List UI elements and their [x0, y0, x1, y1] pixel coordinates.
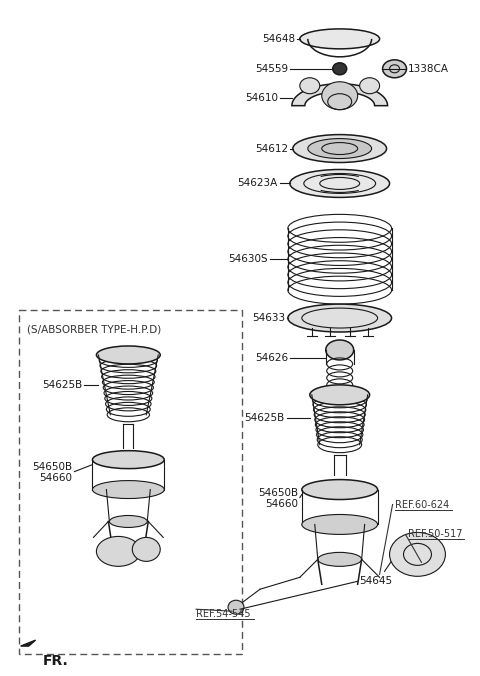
- Ellipse shape: [300, 29, 380, 49]
- Text: REF.60-624: REF.60-624: [395, 500, 449, 510]
- Ellipse shape: [302, 479, 378, 500]
- Text: 54612: 54612: [255, 143, 288, 153]
- Text: FR.: FR.: [43, 654, 68, 668]
- Text: REF.50-517: REF.50-517: [408, 529, 462, 539]
- Ellipse shape: [302, 514, 378, 535]
- Text: 54650B: 54650B: [32, 462, 72, 472]
- Text: 54633: 54633: [252, 313, 285, 323]
- Polygon shape: [21, 640, 36, 646]
- Ellipse shape: [96, 346, 160, 364]
- Ellipse shape: [310, 385, 370, 405]
- Ellipse shape: [290, 170, 390, 197]
- Text: 54623A: 54623A: [238, 178, 278, 189]
- Ellipse shape: [228, 600, 244, 614]
- Ellipse shape: [96, 537, 140, 566]
- Ellipse shape: [93, 481, 164, 498]
- Ellipse shape: [308, 139, 372, 158]
- Ellipse shape: [326, 340, 354, 360]
- Ellipse shape: [109, 516, 147, 527]
- Ellipse shape: [360, 78, 380, 94]
- Text: REF.54-545: REF.54-545: [196, 609, 251, 619]
- Text: 54648: 54648: [262, 34, 295, 44]
- Text: 54626: 54626: [255, 353, 288, 363]
- Text: 54630S: 54630S: [228, 254, 268, 264]
- Text: 54610: 54610: [245, 93, 278, 103]
- Ellipse shape: [293, 135, 386, 162]
- Ellipse shape: [390, 533, 445, 577]
- Ellipse shape: [322, 82, 358, 110]
- Polygon shape: [292, 84, 387, 105]
- Text: 54645: 54645: [360, 577, 393, 586]
- Ellipse shape: [300, 78, 320, 94]
- Ellipse shape: [383, 59, 407, 78]
- Text: 54625B: 54625B: [42, 380, 83, 390]
- Ellipse shape: [288, 304, 392, 332]
- Text: 54625B: 54625B: [245, 413, 285, 422]
- Text: (S/ABSORBER TYPE-H.P.D): (S/ABSORBER TYPE-H.P.D): [26, 324, 161, 334]
- Text: 54660: 54660: [265, 498, 298, 508]
- Ellipse shape: [318, 552, 361, 566]
- Ellipse shape: [132, 537, 160, 561]
- Text: 1338CA: 1338CA: [408, 64, 448, 74]
- Text: 54559: 54559: [255, 64, 288, 74]
- Ellipse shape: [333, 63, 347, 75]
- Ellipse shape: [93, 451, 164, 468]
- Text: 54650B: 54650B: [258, 487, 298, 498]
- Text: 54660: 54660: [39, 473, 72, 483]
